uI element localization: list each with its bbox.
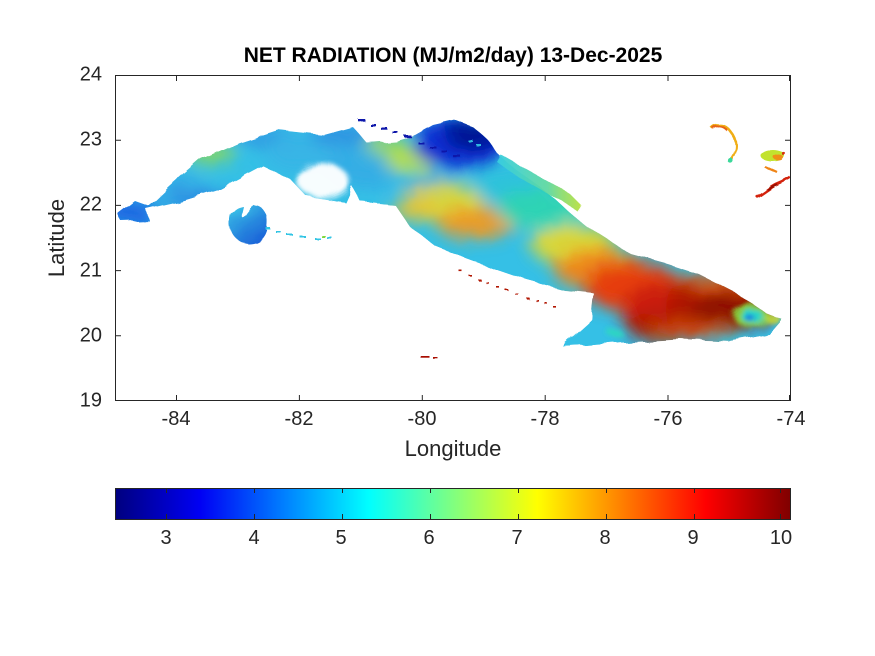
colorbar-tick — [518, 514, 519, 519]
y-tick-label: 20 — [79, 324, 102, 347]
colorbar-tick — [518, 489, 519, 493]
colorbar-tick — [780, 489, 781, 493]
isla-de-la-juventud — [229, 206, 268, 243]
plot-title: NET RADIATION (MJ/m2/day) 13-Dec-2025 — [243, 44, 663, 67]
y-tick-label: 22 — [79, 193, 102, 216]
colorbar-tick-label: 6 — [423, 527, 435, 549]
zapata-data-gap — [297, 164, 349, 198]
colorbar-tick-label: 4 — [248, 527, 260, 549]
colorbar-tick-label: 8 — [599, 527, 611, 549]
colorbar-tick-label: 10 — [769, 527, 793, 549]
x-tick-label: -76 — [653, 408, 683, 430]
map-data-layer — [118, 119, 791, 359]
north-cays-strip — [497, 155, 581, 211]
colorbar-tick — [342, 489, 343, 493]
bahamas-islands — [711, 124, 791, 199]
cuba-radiation-map — [115, 75, 791, 401]
x-tick-label: -78 — [530, 408, 560, 430]
colorbar-tick-label: 7 — [511, 527, 523, 549]
colorbar-tick-label: 9 — [687, 527, 699, 549]
colorbar-tick-label: 5 — [335, 527, 347, 549]
colorbar-tick — [166, 489, 167, 493]
colorbar-tick — [606, 514, 607, 519]
y-tick-label: 24 — [79, 63, 102, 86]
colorbar — [115, 488, 791, 520]
cayman-islands-specks — [420, 355, 438, 359]
x-axis-label: Longitude — [404, 436, 502, 461]
colorbar-tick — [254, 489, 255, 493]
x-tick-label: -74 — [776, 408, 806, 430]
colorbar-tick-label: 3 — [160, 527, 172, 549]
colorbar-tick — [430, 489, 431, 493]
colorbar-tick — [694, 489, 695, 493]
colorbar-tick — [780, 514, 781, 519]
colorbar-tick — [166, 514, 167, 519]
axes-box — [115, 75, 791, 401]
cayo-largo-dashes — [265, 227, 332, 239]
colorbar-tick — [254, 514, 255, 519]
x-tick-label: -80 — [407, 408, 437, 430]
y-tick-label: 23 — [79, 128, 102, 151]
y-tick-label: 21 — [79, 259, 102, 282]
y-tick-label: 19 — [79, 389, 102, 412]
colorbar-tick — [606, 489, 607, 493]
x-tick-label: -84 — [161, 408, 191, 430]
north-cays-dashes — [358, 119, 480, 158]
x-tick-label: -82 — [284, 408, 314, 430]
colorbar-tick — [430, 514, 431, 519]
jardines-specks — [460, 271, 557, 309]
cuba-mainland — [118, 120, 782, 346]
colorbar-tick — [694, 514, 695, 519]
colorbar-tick — [342, 514, 343, 519]
